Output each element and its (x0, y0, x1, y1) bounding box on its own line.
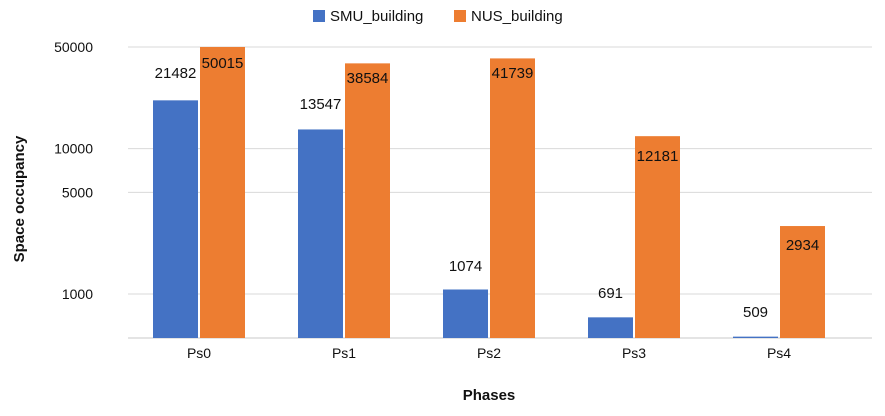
bars (153, 46, 825, 339)
bar-smu-building-ps3 (588, 317, 633, 338)
data-label: 2934 (786, 237, 819, 254)
bar-nus-building-ps3 (635, 136, 680, 338)
y-axis-title: Space occupancy (11, 135, 28, 262)
data-label: 38584 (347, 70, 389, 87)
data-label: 1074 (449, 258, 482, 275)
x-category-label: Ps4 (767, 345, 791, 361)
bar-smu-building-ps1 (298, 129, 343, 338)
bar-nus-building-ps2 (490, 58, 535, 338)
x-axis-title: Phases (463, 387, 516, 404)
bar-smu-building-ps4 (733, 336, 778, 338)
y-tick-labels: 1000 5000 10000 50000 (54, 39, 93, 302)
y-tick-label: 10000 (54, 141, 93, 157)
data-label: 691 (598, 285, 623, 302)
y-tick-label: 50000 (54, 39, 93, 55)
data-label: 12181 (637, 148, 679, 165)
legend-swatch (454, 10, 466, 22)
bar-smu-building-ps2 (443, 289, 488, 338)
legend-swatch (313, 10, 325, 22)
data-label: 41739 (492, 65, 534, 82)
bar-nus-building-ps4 (780, 226, 825, 338)
x-category-label: Ps0 (187, 345, 211, 361)
x-category-label: Ps1 (332, 345, 356, 361)
data-label: 509 (743, 304, 768, 321)
x-category-label: Ps2 (477, 345, 501, 361)
data-label: 21482 (155, 65, 197, 82)
x-category-labels: Ps0 Ps1 Ps2 Ps3 Ps4 (187, 345, 791, 361)
y-tick-label: 1000 (62, 286, 93, 302)
y-tick-label: 5000 (62, 184, 93, 200)
x-category-label: Ps3 (622, 345, 646, 361)
legend-label: NUS_building (471, 8, 563, 25)
bar-smu-building-ps0 (153, 100, 198, 338)
legend: SMU_building NUS_building (313, 8, 563, 25)
data-labels: 21482 50015 13547 38584 1074 41739 691 12181 509… (155, 55, 820, 321)
data-label: 50015 (202, 55, 244, 72)
bar-nus-building-ps1 (345, 63, 390, 338)
legend-label: SMU_building (330, 8, 423, 25)
data-label: 13547 (300, 96, 342, 113)
bar-nus-building-ps0 (200, 46, 245, 339)
